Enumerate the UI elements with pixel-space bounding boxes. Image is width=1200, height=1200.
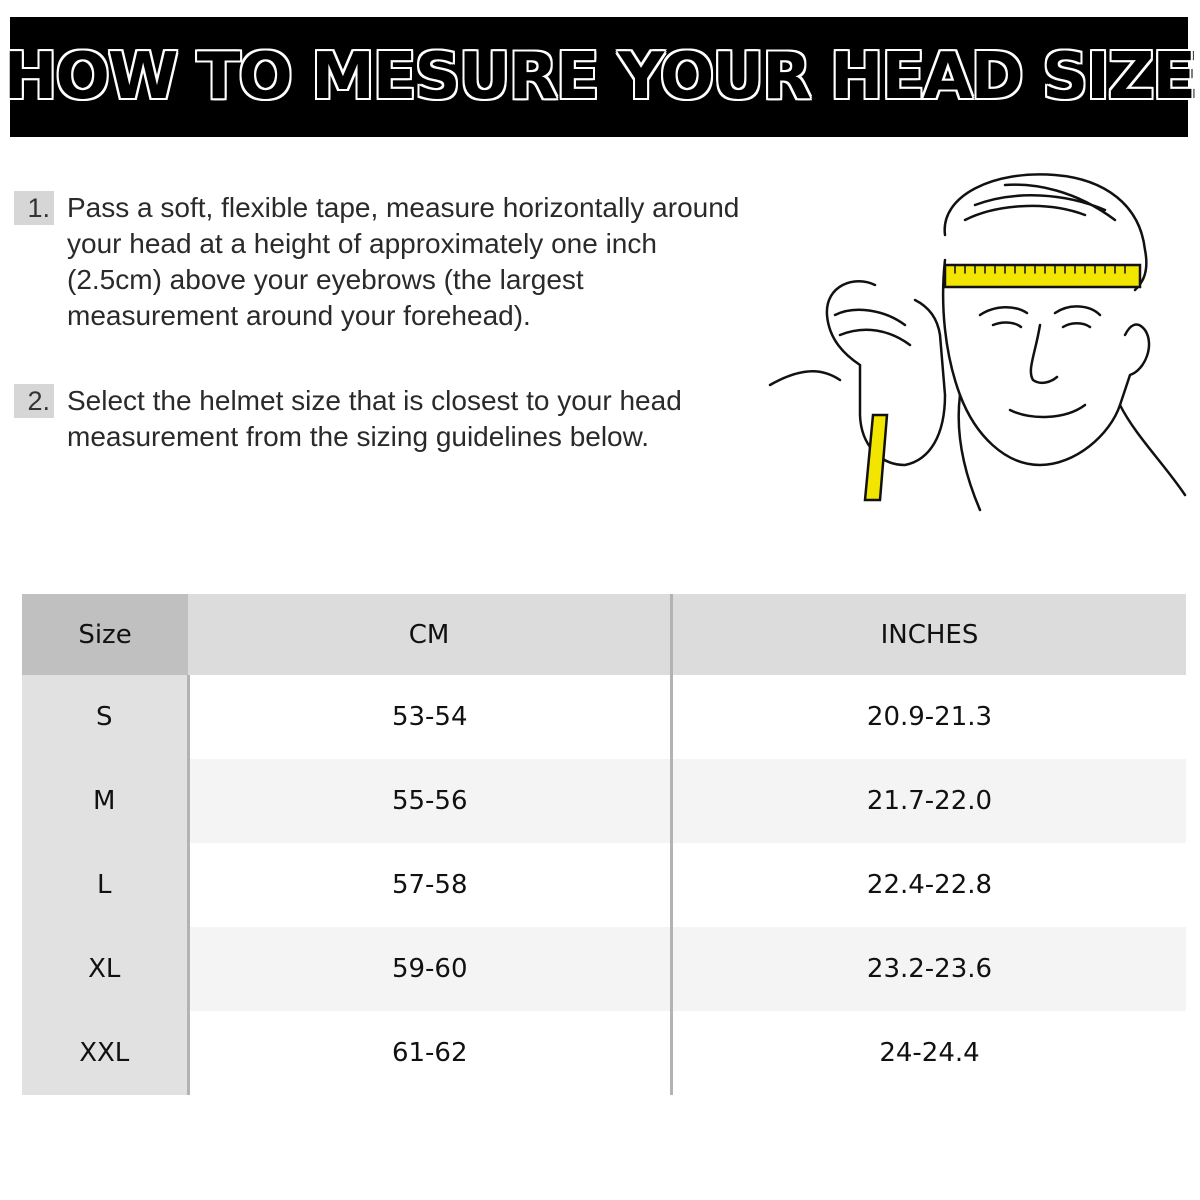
inches-cell: 24-24.4 bbox=[670, 1011, 1186, 1095]
size-cell: M bbox=[22, 759, 188, 843]
inches-cell: 23.2-23.6 bbox=[670, 927, 1186, 1011]
header-size: Size bbox=[22, 594, 188, 675]
cm-cell: 59-60 bbox=[186, 927, 672, 1011]
size-cell: L bbox=[22, 843, 188, 927]
hair-outline bbox=[943, 173, 1148, 292]
title-banner: HOW TO MESURE YOUR HEAD SIZE bbox=[4, 17, 1196, 137]
face-outline bbox=[941, 258, 1151, 467]
table-row: S 53-54 20.9-21.3 bbox=[22, 675, 1186, 759]
inches-cell: 21.7-22.0 bbox=[670, 759, 1186, 843]
table-row: M 55-56 21.7-22.0 bbox=[22, 759, 1186, 843]
cm-cell: 55-56 bbox=[186, 759, 672, 843]
step-text: Select the helmet size that is closest t… bbox=[67, 385, 682, 452]
header-inches: INCHES bbox=[670, 594, 1186, 675]
step-number: 2. bbox=[14, 384, 54, 418]
size-cell: XXL bbox=[22, 1011, 188, 1095]
cm-cell: 61-62 bbox=[186, 1011, 672, 1095]
header-cm: CM bbox=[188, 594, 672, 675]
step-number: 1. bbox=[14, 191, 54, 225]
cm-cell: 57-58 bbox=[186, 843, 672, 927]
inches-cell: 20.9-21.3 bbox=[670, 675, 1186, 759]
table-row: XL 59-60 23.2-23.6 bbox=[22, 927, 1186, 1011]
size-cell: XL bbox=[22, 927, 188, 1011]
instruction-step-1: 1. Pass a soft, flexible tape, measure h… bbox=[14, 190, 747, 334]
cm-cell: 53-54 bbox=[186, 675, 672, 759]
table-row: L 57-58 22.4-22.8 bbox=[22, 843, 1186, 927]
measuring-tape-end bbox=[863, 413, 889, 502]
instruction-step-2: 2. Select the helmet size that is closes… bbox=[14, 383, 717, 455]
inches-cell: 22.4-22.8 bbox=[670, 843, 1186, 927]
table-header-row: Size CM INCHES bbox=[22, 594, 1186, 675]
size-chart-table: Size CM INCHES S 53-54 20.9-21.3 M 55-56… bbox=[22, 594, 1186, 1095]
table-row: XXL 61-62 24-24.4 bbox=[22, 1011, 1186, 1095]
size-cell: S bbox=[22, 675, 188, 759]
page-title: HOW TO MESURE YOUR HEAD SIZE bbox=[3, 40, 1196, 114]
step-text: Pass a soft, flexible tape, measure hori… bbox=[67, 192, 740, 331]
man-measuring-head-with-tape-illustration bbox=[768, 173, 1187, 512]
